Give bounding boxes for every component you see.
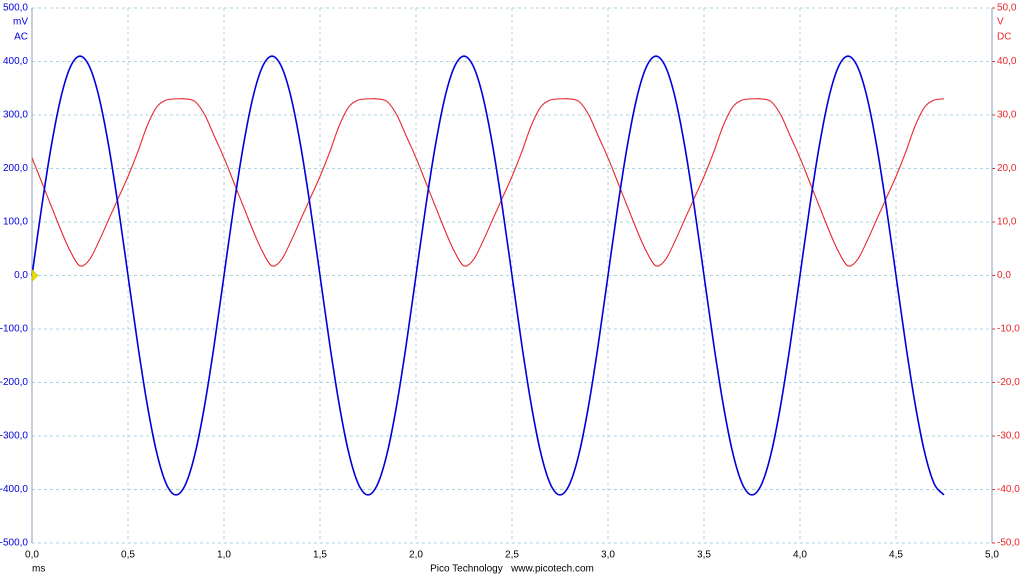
y2-tick-label: 30,0 <box>997 110 1017 121</box>
x-tick-label: 1,5 <box>313 550 327 561</box>
y2-tick-label: 40,0 <box>997 56 1017 67</box>
y-tick-label: 100,0 <box>3 217 28 228</box>
y-tick-label: -500,0 <box>0 538 28 549</box>
y-tick-label: 400,0 <box>3 56 28 67</box>
y-tick-label: -300,0 <box>0 431 28 442</box>
trace <box>31 98 945 267</box>
y2-tick-label: 0,0 <box>997 270 1011 281</box>
y2-tick-label: 50,0 <box>997 3 1017 14</box>
y2-tick-label: -20,0 <box>997 377 1020 388</box>
footer: Pico Technology www.picotech.com <box>430 564 594 575</box>
y-tick-label: 0,0 <box>14 270 28 281</box>
channel-b-coupling: DC <box>997 32 1011 43</box>
x-tick-label: 4,0 <box>793 550 807 561</box>
y-tick-label: -200,0 <box>0 377 28 388</box>
y2-tick-label: -10,0 <box>997 324 1020 335</box>
y2-tick-label: -50,0 <box>997 538 1020 549</box>
x-tick-label: 4,5 <box>889 550 903 561</box>
y-tick-label: -400,0 <box>0 484 28 495</box>
x-tick-label: 5,0 <box>985 550 999 561</box>
y2-tick-label: 20,0 <box>997 163 1017 174</box>
y-unit: mV <box>13 17 28 28</box>
y2-tick-label: -40,0 <box>997 484 1020 495</box>
channel-a-coupling: AC <box>14 32 28 43</box>
x-tick-label: 0,0 <box>25 550 39 561</box>
y-tick-label: 500,0 <box>3 3 28 14</box>
y-tick-label: -100,0 <box>0 324 28 335</box>
trigger-marker <box>31 268 39 283</box>
x-tick-label: 3,5 <box>697 550 711 561</box>
y2-unit: V <box>997 17 1004 28</box>
y-tick-label: 300,0 <box>3 110 28 121</box>
x-tick-label: 1,0 <box>217 550 231 561</box>
x-tick-label: 0,5 <box>121 550 135 561</box>
x-tick-label: 2,5 <box>505 550 519 561</box>
x-tick-label: 2,0 <box>409 550 423 561</box>
y2-tick-label: 10,0 <box>997 217 1017 228</box>
x-unit: ms <box>32 564 45 575</box>
trace <box>31 55 945 496</box>
y2-tick-label: -30,0 <box>997 431 1020 442</box>
x-tick-label: 3,0 <box>601 550 615 561</box>
y-tick-label: 200,0 <box>3 163 28 174</box>
